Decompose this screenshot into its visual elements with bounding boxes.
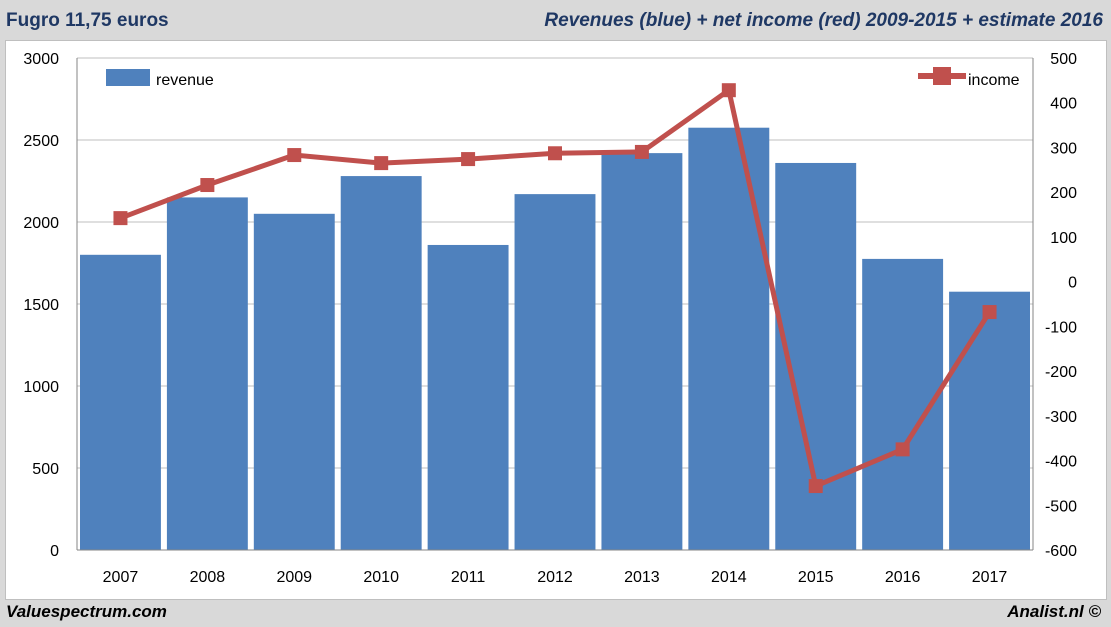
bar-revenue-2007 — [80, 254, 161, 551]
x-tick-label: 2012 — [537, 569, 573, 586]
y-right-tick-label: -300 — [1045, 409, 1077, 426]
y-left-tick-label: 0 — [50, 543, 59, 560]
y-right-tick-label: 0 — [1068, 275, 1077, 292]
legend-revenue-label: revenue — [156, 72, 214, 89]
y-right-tick-label: -400 — [1045, 454, 1077, 471]
x-tick-label: 2007 — [103, 569, 139, 586]
footer-copyright: Analist.nl © — [1007, 602, 1101, 621]
income-point-2017 — [982, 305, 997, 320]
bar-revenue-2012 — [514, 194, 596, 550]
legend-income-label: income — [968, 72, 1020, 89]
y-right-tick-label: -500 — [1045, 498, 1077, 515]
x-tick-label: 2013 — [624, 569, 660, 586]
y-right-tick-label: 100 — [1050, 230, 1077, 247]
y-left-tick-label: 3000 — [23, 51, 59, 68]
bar-revenue-2011 — [427, 244, 509, 550]
chart-title-left: Fugro 11,75 euros — [6, 10, 169, 31]
y-right-tick-label: 400 — [1050, 96, 1077, 113]
footer-source: Valuespectrum.com — [6, 602, 167, 621]
income-point-2013 — [634, 144, 649, 159]
y-left-tick-label: 2500 — [23, 133, 59, 150]
income-point-2007 — [113, 211, 128, 226]
income-point-2011 — [461, 152, 476, 167]
y-right-tick-label: 500 — [1050, 51, 1077, 68]
x-tick-label: 2017 — [972, 569, 1008, 586]
income-point-2008 — [200, 178, 215, 193]
income-point-2014 — [721, 83, 736, 98]
y-left-tick-label: 1000 — [23, 379, 59, 396]
bar-revenue-2014 — [688, 127, 770, 550]
y-left-tick-label: 500 — [32, 461, 59, 478]
bar-revenue-2010 — [340, 176, 422, 550]
x-tick-label: 2014 — [711, 569, 747, 586]
income-point-2016 — [895, 442, 910, 457]
y-right-tick-label: -200 — [1045, 364, 1077, 381]
x-tick-label: 2016 — [885, 569, 921, 586]
bar-revenue-2009 — [253, 213, 335, 551]
y-left-tick-label: 1500 — [23, 297, 59, 314]
chart-title-right: Revenues (blue) + net income (red) 2009-… — [544, 10, 1103, 31]
y-right-tick-label: 200 — [1050, 185, 1077, 202]
legend-revenue-swatch — [106, 69, 150, 86]
x-tick-label: 2009 — [276, 569, 312, 586]
income-point-2012 — [548, 146, 562, 161]
x-tick-label: 2010 — [363, 569, 399, 586]
x-tick-label: 2015 — [798, 569, 834, 586]
income-point-2010 — [374, 156, 389, 171]
y-right-tick-label: -600 — [1045, 543, 1077, 560]
income-point-2009 — [287, 148, 302, 163]
legend-income-marker — [933, 67, 951, 85]
y-right-tick-label: 300 — [1050, 140, 1077, 157]
y-right-tick-label: -100 — [1045, 319, 1077, 336]
bar-revenue-2008 — [166, 197, 248, 550]
income-point-2015 — [808, 479, 823, 494]
y-left-tick-label: 2000 — [23, 215, 59, 232]
bar-revenue-2013 — [601, 153, 683, 550]
x-tick-label: 2011 — [451, 569, 486, 586]
x-tick-label: 2008 — [190, 569, 226, 586]
bar-revenue-2017 — [949, 291, 1030, 550]
